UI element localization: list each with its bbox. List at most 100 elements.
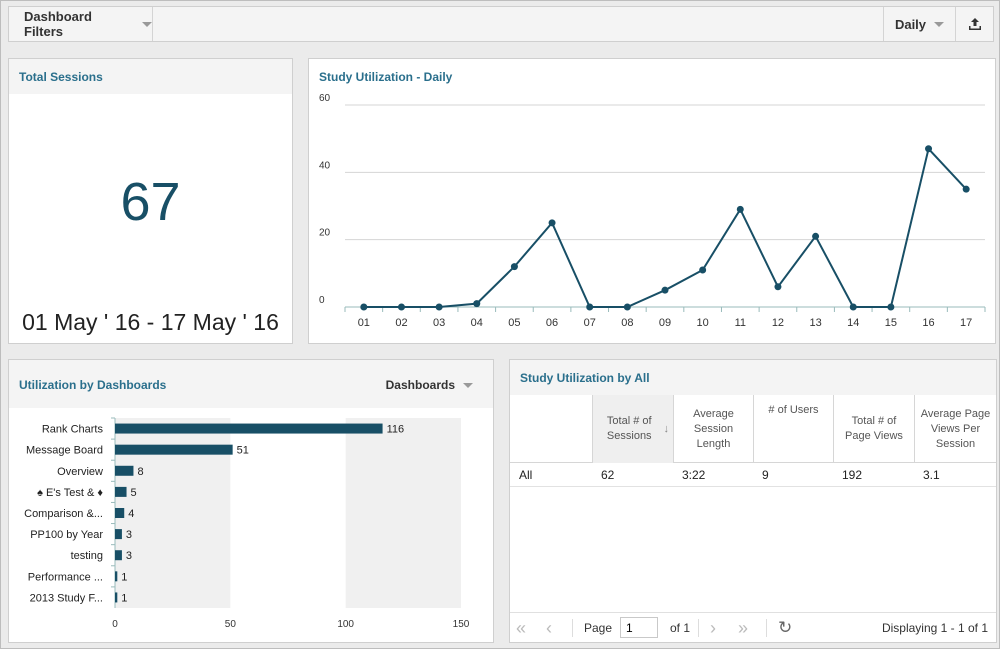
data-point	[510, 263, 518, 271]
x-tick-label: 05	[508, 317, 520, 329]
chevron-down-icon	[934, 21, 945, 27]
x-tick-label: 11	[735, 317, 746, 329]
panel-title: Utilization by Dashboards	[19, 378, 167, 392]
data-label: 1	[121, 592, 127, 604]
table-cell: All	[519, 468, 533, 482]
data-point	[887, 303, 895, 311]
date-range: 01 May ' 16 - 17 May ' 16	[22, 309, 279, 335]
data-label: 5	[131, 487, 137, 499]
y-tick-label: Rank Charts	[42, 424, 104, 436]
displaying-label: Displaying 1 - 1 of 1	[881, 621, 988, 635]
data-point	[736, 205, 744, 213]
y-tick-label: Message Board	[26, 445, 103, 457]
x-tick-label: 03	[433, 317, 445, 329]
utilization-by-dashboards-panel: Utilization by Dashboards Dashboards 0 50…	[8, 359, 494, 643]
table-cell: 3:22	[682, 468, 706, 482]
bar	[115, 592, 118, 603]
refresh-icon[interactable]: ↻	[778, 618, 793, 637]
panel-title: Study Utilization by All	[520, 371, 650, 385]
x-tick-label: 15	[885, 317, 897, 329]
table-cell: 192	[842, 468, 863, 482]
dashboard-filters-label: Dashboard Filters	[24, 9, 92, 39]
study-utilization-by-all-panel: Study Utilization by All Total # of Sess…	[509, 359, 997, 643]
y-tick-label: Comparison &...	[24, 508, 103, 520]
total-sessions-value: 67	[120, 172, 181, 232]
column-header-avg-page-views[interactable]: Average Page Views Per Session	[914, 395, 996, 463]
table-pager: « ‹ Page of 1 › » ↻ Displaying 1 - 1 of …	[510, 612, 996, 642]
table-cell: 62	[601, 468, 615, 482]
data-point	[812, 232, 820, 240]
dashboards-dropdown-label: Dashboards	[385, 378, 455, 392]
x-tick-label: 10	[697, 317, 709, 329]
divider	[766, 619, 767, 637]
data-point	[774, 283, 782, 291]
daily-line-chart: 0 20 40 60 01 02 03 04 05 06 07 08 09 10 11 12 13 14 15 16 1…	[319, 93, 986, 329]
y-tick-label: testing	[71, 550, 103, 562]
x-tick-label: 13	[809, 317, 821, 329]
last-page-icon[interactable]: »	[738, 618, 749, 638]
divider	[572, 619, 573, 637]
data-point	[397, 303, 405, 311]
next-page-icon[interactable]: ›	[710, 618, 716, 638]
dashboard-filters-button[interactable]: Dashboard Filters	[9, 7, 153, 41]
period-dropdown[interactable]: Daily	[883, 7, 955, 41]
bar	[115, 529, 122, 540]
panel-header: Total Sessions	[9, 59, 292, 94]
data-label: 4	[128, 508, 134, 520]
x-tick-label: 150	[453, 619, 470, 630]
data-point	[661, 286, 669, 294]
data-point	[548, 219, 556, 227]
bar	[115, 486, 127, 497]
x-tick-label: 07	[584, 317, 596, 329]
chevron-down-icon	[463, 382, 473, 388]
export-button[interactable]	[955, 7, 993, 41]
prev-page-icon[interactable]: ‹	[546, 618, 552, 638]
y-tick-label: ♠ E's Test & ♦	[37, 487, 103, 499]
data-label: 3	[126, 529, 132, 541]
data-label: 8	[137, 466, 143, 478]
period-label: Daily	[894, 16, 927, 32]
data-point	[962, 185, 970, 193]
data-point	[473, 300, 481, 308]
bar	[115, 508, 125, 518]
data-point	[699, 266, 707, 274]
x-tick-label: 01	[358, 317, 370, 329]
x-tick-label: 09	[659, 317, 671, 329]
column-header-name[interactable]	[510, 395, 592, 463]
y-tick-label: 20	[319, 228, 331, 239]
bar	[115, 423, 383, 434]
x-tick-label: 0	[112, 619, 118, 630]
data-point	[925, 145, 933, 153]
bar	[115, 465, 134, 476]
x-tick-label: 14	[847, 317, 859, 329]
data-label: 51	[237, 445, 249, 457]
table-row[interactable]: All 62 3:22 9 192 3.1	[510, 463, 996, 487]
first-page-icon[interactable]: «	[516, 618, 527, 638]
x-tick-label: 50	[225, 619, 237, 630]
y-tick-label: 0	[319, 295, 325, 306]
column-header-page-views[interactable]: Total # of Page Views	[833, 395, 914, 463]
y-tick-label: 40	[319, 160, 331, 171]
data-label: 116	[387, 424, 405, 436]
bar	[115, 550, 122, 561]
data-point	[623, 303, 631, 311]
total-sessions-panel: Total Sessions 67 01 May ' 16 - 17 May '…	[8, 58, 293, 344]
page-number-input[interactable]	[620, 617, 658, 638]
data-point	[360, 303, 368, 311]
column-header-label: Total # of Sessions	[606, 415, 652, 442]
dashboards-dropdown[interactable]: Dashboards	[386, 378, 473, 392]
x-tick-label: 06	[546, 317, 558, 329]
table-cell: 9	[762, 468, 769, 482]
y-tick-label: PP100 by Year	[30, 529, 103, 541]
sort-desc-icon: ↓	[663, 422, 670, 435]
column-header-users[interactable]: # of Users	[753, 395, 833, 463]
bar	[115, 571, 118, 582]
divider	[698, 619, 699, 637]
export-icon	[968, 18, 981, 30]
column-header-sessions[interactable]: Total # of Sessions ↓	[592, 395, 673, 463]
column-header-session-length[interactable]: Average Session Length	[673, 395, 753, 463]
x-tick-label: 08	[621, 317, 633, 329]
table-cell: 3.1	[923, 468, 940, 482]
page-count-label: of 1	[670, 621, 691, 635]
